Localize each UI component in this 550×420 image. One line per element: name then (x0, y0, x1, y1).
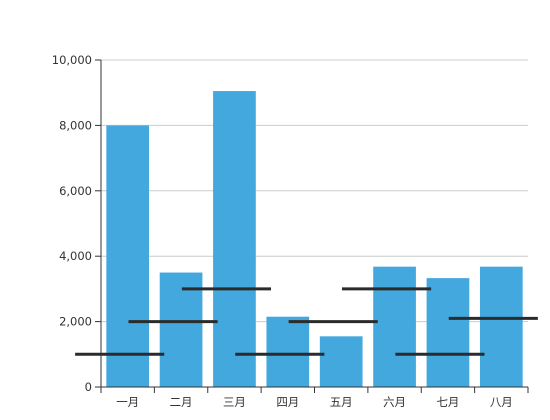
x-tick-label: 三月 (223, 395, 246, 409)
tick-labels: 0 2,000 4,000 6,000 8,000 10,000 一月 二月 三月 四月 五月 六月 七… (52, 53, 513, 409)
bar-3[interactable] (213, 91, 256, 387)
x-tick-label: 六月 (383, 395, 406, 409)
bar-1[interactable] (106, 125, 150, 388)
axes (95, 59, 529, 393)
x-tick-label: 四月 (276, 395, 299, 409)
y-tick-label: 8,000 (59, 118, 92, 132)
x-tick-label: 一月 (116, 395, 139, 409)
x-tick-label: 二月 (170, 395, 193, 409)
y-tick-label: 0 (85, 380, 92, 394)
bar-6[interactable] (373, 266, 416, 387)
bar-8[interactable] (479, 266, 523, 387)
bar-2[interactable] (159, 272, 203, 387)
x-tick-label: 七月 (436, 395, 459, 409)
y-tick-label: 10,000 (52, 53, 92, 67)
bar-series (106, 91, 523, 388)
y-tick-label: 2,000 (59, 315, 92, 329)
x-tick-label: 五月 (330, 395, 353, 409)
bar-7[interactable] (426, 278, 470, 387)
bar-4[interactable] (266, 316, 310, 387)
bar-5[interactable] (319, 336, 363, 387)
y-tick-label: 6,000 (59, 184, 92, 198)
x-tick-label: 八月 (490, 395, 513, 409)
y-tick-label: 4,000 (59, 249, 92, 263)
marker-line-series (75, 287, 538, 356)
